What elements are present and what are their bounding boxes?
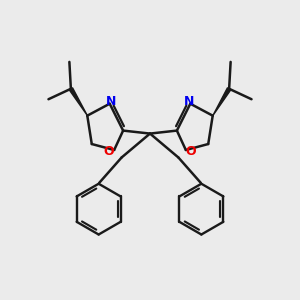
Text: N: N (105, 95, 116, 108)
Text: O: O (104, 145, 114, 158)
Text: N: N (184, 95, 195, 108)
Polygon shape (213, 88, 231, 116)
Polygon shape (69, 88, 87, 116)
Text: O: O (186, 145, 196, 158)
